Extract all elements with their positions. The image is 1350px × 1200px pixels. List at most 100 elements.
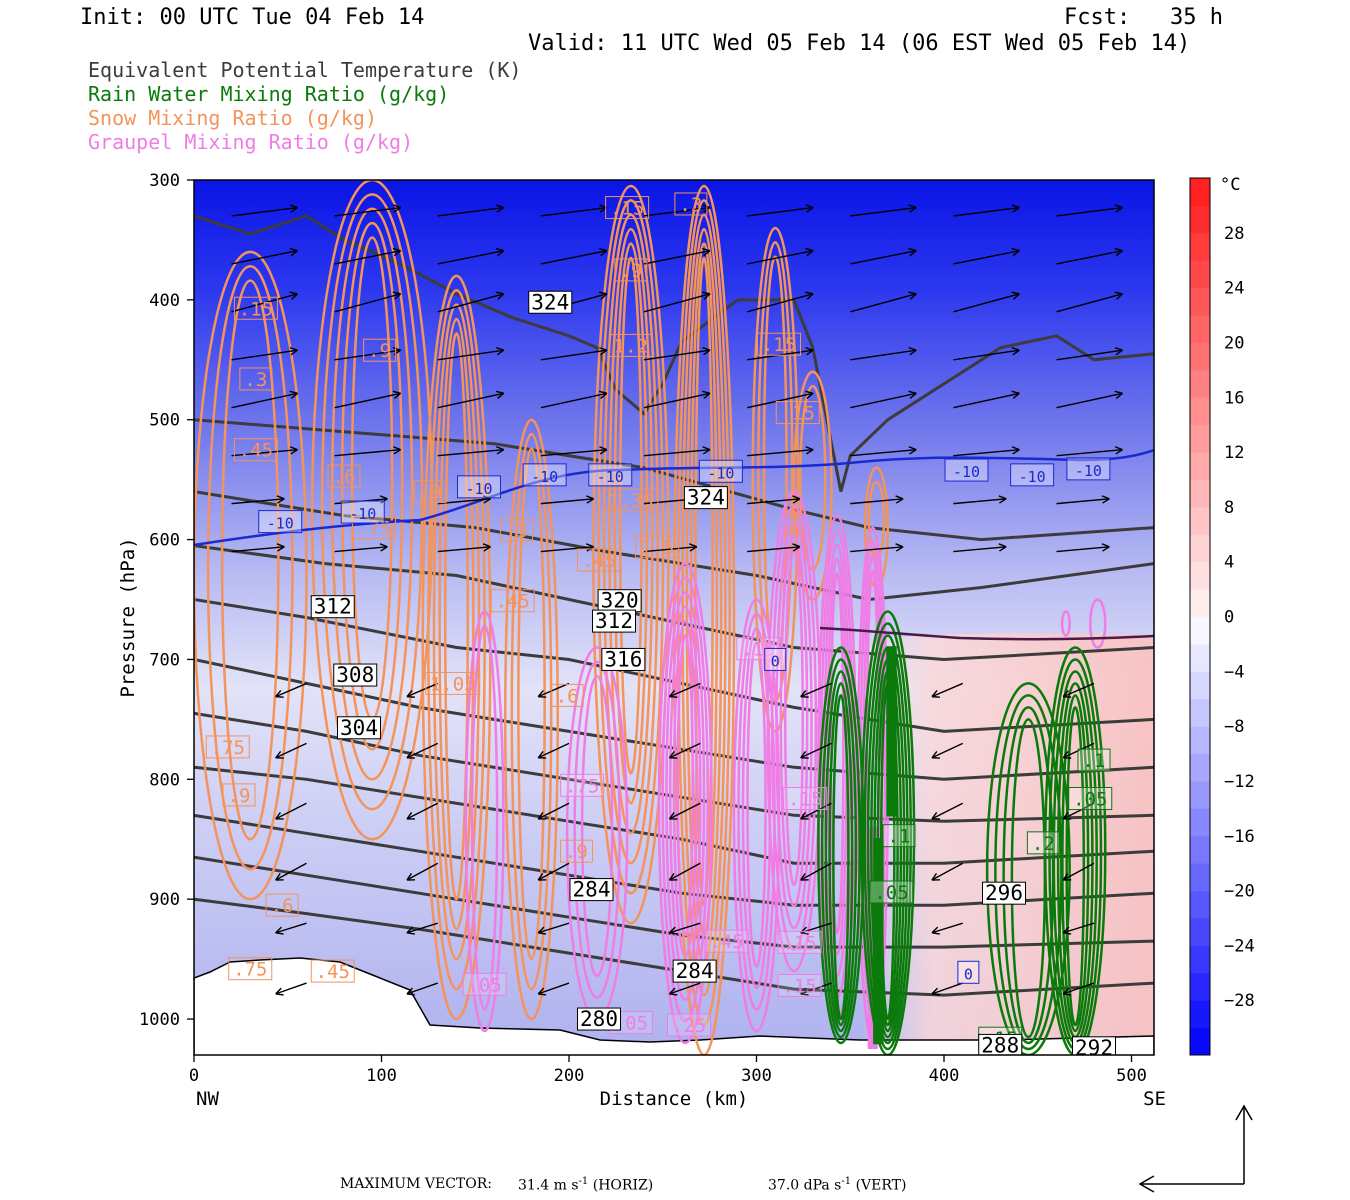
x-tick-label: 0 (189, 1066, 199, 1086)
wind-vector (931, 682, 964, 698)
x-tick-label: 200 (554, 1066, 585, 1086)
snow-contour-label-box (205, 735, 250, 759)
colorbar-swatch (1190, 917, 1210, 946)
legend-rain: Rain Water Mixing Ratio (g/kg) (88, 82, 450, 106)
graupel-contour-label-box (777, 930, 822, 954)
colorbar-swatch (1190, 561, 1210, 590)
theta-e-label-box (337, 716, 381, 740)
snow-contour-label: .3 (679, 194, 702, 216)
x-tick-label: 400 (929, 1066, 960, 1086)
wind-vector (334, 546, 388, 553)
wind-vector (406, 862, 439, 881)
wind-vector (1062, 682, 1095, 698)
theta-e-label-box (978, 1033, 1023, 1055)
wind-vector-head (792, 495, 801, 504)
wind-vector (1056, 206, 1123, 217)
snow-contour-label: 1.5 (640, 537, 674, 559)
wind-vector (437, 250, 504, 265)
colorbar-swatch (1190, 342, 1210, 371)
wind-vector-head (931, 926, 940, 935)
wind-vector (1062, 802, 1095, 820)
snow-contour-label-box (775, 401, 820, 425)
wind-vector (643, 546, 697, 553)
wind-vector-head (805, 446, 814, 455)
wind-vector-head (1062, 873, 1072, 881)
graupel-contour-label: .05 (467, 974, 501, 996)
wind-vector (1062, 982, 1095, 995)
rain-contour-label-box (869, 880, 914, 904)
rain-contour (828, 682, 854, 1027)
wind-vector-head (482, 543, 491, 552)
graupel-contour (676, 634, 694, 937)
colorbar-tick-label: 24 (1224, 279, 1244, 299)
graupel-contour (775, 519, 813, 930)
wind-vector-head (599, 446, 608, 455)
wind-vector (746, 250, 814, 265)
snow-contour-label: .6 (556, 685, 579, 707)
wind-vector (406, 922, 438, 934)
wind-vector-head (702, 446, 711, 455)
colorbar-swatch (1190, 589, 1210, 617)
wind-vector-head (289, 247, 298, 257)
zero-c-isotherm (819, 626, 1154, 641)
graupel-contour (580, 674, 614, 978)
y-tick-label: 500 (149, 411, 180, 431)
wind-vector (931, 982, 963, 995)
wind-vector (747, 498, 800, 505)
snow-contour-label: 1.05 (430, 673, 476, 695)
graupel-contour-label: .25 (672, 1015, 706, 1037)
snow-contour (592, 184, 670, 925)
wind-vector (953, 546, 1007, 553)
theta-e-contour (194, 765, 1154, 865)
vert-exp: -1 (841, 1176, 852, 1187)
wind-vector-head (1011, 390, 1020, 399)
wind-vector (850, 392, 917, 409)
rain-contour-label: .1 (1083, 750, 1106, 772)
snow-contour-label-box (233, 438, 278, 462)
colorbar-swatch (1190, 506, 1210, 535)
graupel-contour (766, 490, 822, 973)
snow-contour-label: .45 (582, 550, 616, 572)
wind-vector-head (1114, 291, 1123, 300)
graupel-contour-label-box (704, 929, 749, 953)
graupel-contour (657, 562, 713, 1045)
graupel-contour (573, 660, 621, 999)
wind-vector-head (1062, 812, 1072, 820)
snow-contour-label: .45 (316, 961, 350, 983)
colorbar-tick-label: −8 (1224, 717, 1244, 737)
theta-e-label: 312 (314, 595, 352, 619)
wind-vector (1056, 498, 1110, 505)
wind-vector (1062, 862, 1095, 881)
x-end-label-se: SE (1143, 1088, 1166, 1110)
snow-contour-label-box (413, 480, 447, 504)
wind-vector (931, 802, 964, 820)
isotherm-label-box (1066, 457, 1111, 481)
snow-contour-label: .9 (565, 841, 588, 863)
rain-contour-label-box (882, 824, 916, 848)
colorbar-swatch (1190, 835, 1210, 864)
colorbar-tick-label: 20 (1224, 333, 1244, 353)
y-tick-label: 700 (149, 650, 180, 670)
wind-vector-head (392, 247, 402, 257)
colorbar-swatch (1190, 452, 1210, 480)
wind-vector (669, 922, 701, 934)
y-tick-label: 300 (149, 171, 180, 191)
forecast-hour: Fcst: 35 h (1064, 5, 1223, 30)
snow-contour-label: .15 (762, 334, 796, 356)
y-tick-label: 1000 (139, 1010, 180, 1030)
theta-e-label: 324 (687, 486, 725, 510)
wind-vector-head (1114, 247, 1123, 257)
wind-vector (334, 448, 401, 457)
snow-contour-label-box (757, 332, 801, 356)
wind-vector (1062, 742, 1095, 759)
vert-value: 37.0 dPa s (768, 1177, 842, 1194)
wind-vector-head (1011, 346, 1020, 356)
wind-vector (747, 448, 814, 457)
snow-contour-label: .75 (233, 959, 267, 981)
theta-e-label: 320 (601, 589, 639, 613)
isotherm-label-box (698, 459, 743, 483)
snow-contour-label-box (608, 333, 653, 357)
wind-vector (931, 862, 964, 881)
wind-vector (540, 349, 607, 361)
colorbar-swatch (1190, 232, 1210, 261)
